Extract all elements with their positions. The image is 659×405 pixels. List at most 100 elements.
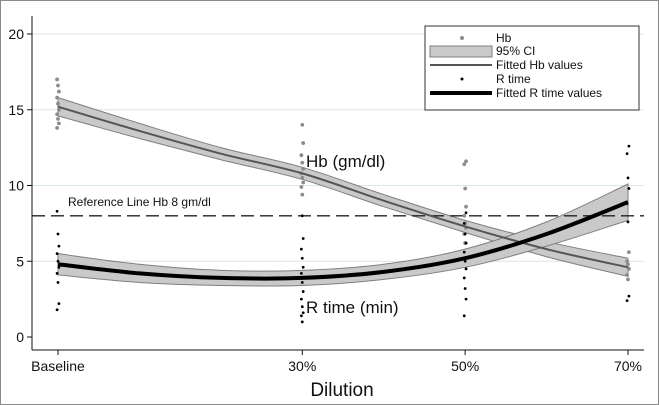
hb-point (462, 162, 467, 167)
rtime-point (56, 281, 60, 284)
hb-point (56, 101, 60, 106)
ci-band-rtime (57, 183, 629, 287)
hb-point (56, 83, 60, 88)
confidence-bands (57, 96, 629, 287)
rtime-point (55, 308, 59, 312)
rtime-point (464, 211, 468, 215)
rtime-point (625, 299, 629, 303)
legend-key-ci (429, 45, 493, 58)
hb-point (627, 250, 631, 255)
rtime-point (462, 276, 466, 280)
rtime-point (626, 176, 630, 180)
rtime-point (301, 265, 305, 269)
rtime-point (627, 144, 631, 148)
rtime-point (301, 311, 305, 315)
rtime-point (56, 232, 60, 236)
rtime-point (462, 221, 466, 225)
hb-point (301, 141, 306, 145)
fitted-hb-line (57, 105, 629, 269)
legend: Hb 95% CI Fitted Hb values R time Fitted… (424, 25, 640, 111)
rtime-point (464, 267, 468, 271)
rtime-point (300, 305, 304, 309)
y-tick-label-0: 0 (16, 329, 24, 345)
legend-label-fitted-rtime: Fitted R time values (496, 86, 602, 100)
hb-point (301, 166, 306, 171)
rtime-point (626, 220, 630, 224)
hb-point (462, 213, 467, 218)
rtime-point (462, 314, 466, 318)
hb-point (55, 126, 59, 130)
hb-point (463, 186, 468, 191)
rtime-point (57, 302, 61, 306)
hb-point (464, 159, 468, 164)
x-tick-label-2: 50% (451, 358, 479, 374)
hb-point (55, 77, 59, 82)
hb-point (301, 180, 306, 185)
rtime-point (301, 290, 305, 293)
rtime-annotation: R time (min) (306, 298, 399, 317)
hb-point (300, 160, 305, 165)
hb-point (300, 123, 305, 127)
legend-key-hb (460, 36, 464, 40)
hb-annotation: Hb (gm/dl) (306, 152, 385, 171)
y-tick-label-15: 15 (8, 102, 24, 118)
rtime-point (463, 259, 467, 263)
y-tick-label-5: 5 (16, 253, 24, 269)
rtime-point (463, 287, 467, 290)
rtime-point (300, 320, 304, 324)
rtime-point (301, 237, 305, 240)
rtime-point (462, 250, 466, 254)
rtime-point (56, 259, 60, 263)
x-axis-title: Dilution (310, 380, 373, 401)
rtime-point (300, 281, 304, 284)
rtime-point (299, 247, 303, 251)
rtime-point (627, 294, 631, 298)
hb-point (299, 185, 304, 189)
rtime-point (55, 271, 59, 275)
legend-label-fitted-hb: Fitted Hb values (496, 58, 583, 72)
rtime-point (625, 152, 629, 156)
hb-point (627, 266, 631, 271)
reference-line-label: Reference Line Hb 8 gm/dl (68, 195, 211, 209)
hb-point (299, 153, 304, 158)
rtime-point (55, 209, 59, 213)
rtime-point (464, 241, 468, 245)
x-tick-label-3: 70% (614, 358, 642, 374)
rtime-point (299, 297, 303, 301)
rtime-point (299, 271, 303, 275)
rtime-point (300, 214, 304, 218)
legend-label-ci: 95% CI (496, 44, 535, 58)
rtime-point (57, 244, 61, 248)
legend-key-rtime (460, 77, 464, 81)
y-tick-label-20: 20 (8, 26, 24, 42)
legend-label-hb: Hb (496, 31, 512, 45)
legend-keys (429, 36, 493, 95)
rtime-point (463, 232, 467, 236)
hb-point (300, 176, 305, 180)
hb-point (625, 272, 629, 277)
rtime-point (300, 256, 304, 260)
hb-point (56, 116, 60, 121)
fitted-rtime-line (57, 200, 629, 281)
x-tick-label-1: 30% (288, 358, 316, 374)
rtime-point (299, 314, 303, 318)
axes: 0 5 10 15 20 Baseline 30% 50% 70% (8, 16, 644, 374)
hb-point (57, 89, 61, 94)
rtime-point (627, 187, 631, 190)
hb-point (57, 121, 61, 126)
hb-point (300, 192, 305, 197)
rtime-point (464, 297, 468, 301)
hb-point (57, 107, 61, 112)
legend-box (424, 25, 640, 111)
y-tick-label-10: 10 (8, 178, 24, 194)
hb-point (464, 204, 468, 209)
hb-point (55, 112, 59, 117)
hb-point (55, 95, 59, 100)
hb-point (625, 259, 629, 264)
rtime-point (57, 265, 61, 269)
hb-point (626, 277, 630, 282)
x-tick-label-0: Baseline (31, 358, 85, 374)
hb-point (626, 262, 630, 267)
fitted-lines (57, 105, 629, 281)
